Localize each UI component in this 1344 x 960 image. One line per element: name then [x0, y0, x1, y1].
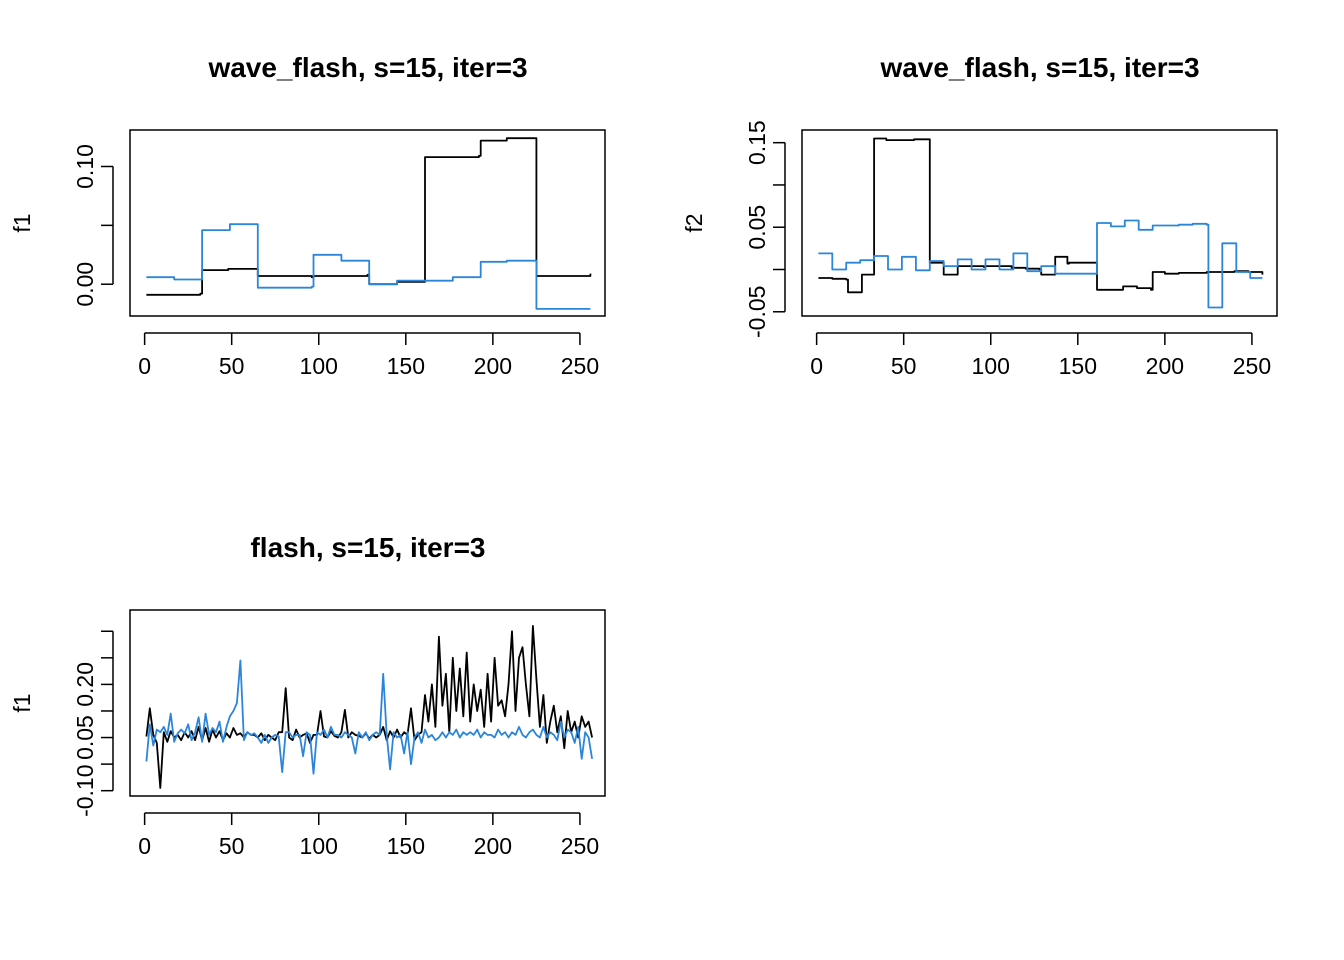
panel-3-x-tick-label: 200	[474, 833, 512, 859]
panel-1-plot-box	[129, 129, 606, 317]
panel-3: flash, s=15, iter=3 f1 0 50 100 150 200 250 -0…	[9, 532, 606, 859]
panel-3-y-tick-label: 0.20	[72, 662, 98, 707]
panel-2-x-tick-label: 150	[1059, 353, 1097, 379]
panel-1-title: wave_flash, s=15, iter=3	[207, 52, 527, 83]
panel-2-x-tick-label: 50	[891, 353, 917, 379]
panel-1-x-tick-label: 50	[219, 353, 245, 379]
panel-2-y-tick-label: 0.05	[744, 205, 770, 250]
panel-3-x-tick-label: 50	[219, 833, 245, 859]
panel-1-x-tick-label: 250	[561, 353, 599, 379]
panel-3-series-1-line	[145, 625, 593, 789]
panel-3-series-2-line	[145, 659, 593, 775]
panel-2-series-2-line	[818, 219, 1263, 309]
panel-1-y-tick-label: 0.10	[72, 144, 98, 189]
panel-1-y-tick-label: 0.00	[72, 262, 98, 307]
panel-2-y-tick-label: 0.15	[744, 120, 770, 165]
panel-2-axes: 0 50 100 150 200 250 -0.05 0.05 0.15	[744, 120, 1271, 379]
panel-2-x-tick-label: 0	[810, 353, 823, 379]
panel-3-title: flash, s=15, iter=3	[250, 532, 485, 563]
panel-2-series	[818, 137, 1264, 309]
panel-2-plot-box	[801, 129, 1278, 317]
panel-1-x-tick-label: 200	[474, 353, 512, 379]
panel-1-x-tick-label: 150	[387, 353, 425, 379]
panel-1-series-2-line	[146, 223, 591, 310]
panel-2-y-tick-label: -0.05	[744, 286, 770, 338]
panel-2-ylabel: f2	[681, 213, 707, 232]
panel-2-title: wave_flash, s=15, iter=3	[879, 52, 1199, 83]
panel-2-series-1-line	[818, 137, 1264, 294]
panel-3-x-tick-label: 150	[387, 833, 425, 859]
panel-1-ylabel: f1	[9, 213, 35, 232]
panel-1-x-tick-label: 0	[138, 353, 151, 379]
panel-1-series	[146, 137, 592, 310]
panel-3-y-tick-label: 0.05	[72, 715, 98, 760]
panel-3-series	[145, 625, 593, 789]
panel-3-x-tick-label: 0	[138, 833, 151, 859]
panel-2: wave_flash, s=15, iter=3 f2 0 50 100 150 200…	[681, 52, 1278, 379]
panel-3-ylabel: f1	[9, 693, 35, 712]
panel-1-axes: 0 50 100 150 200 250 0.00 0.10	[72, 144, 599, 379]
panel-2-x-tick-label: 200	[1146, 353, 1184, 379]
panel-2-x-tick-label: 250	[1233, 353, 1271, 379]
panel-3-x-tick-label: 250	[561, 833, 599, 859]
panel-2-x-tick-label: 100	[972, 353, 1010, 379]
panel-1: wave_flash, s=15, iter=3 f1 0 50 100 150 200…	[9, 52, 606, 379]
panel-3-plot-box	[129, 609, 606, 797]
panel-3-y-tick-label: -0.10	[72, 764, 98, 816]
panel-3-x-tick-label: 100	[300, 833, 338, 859]
panel-3-axes: 0 50 100 150 200 250 -0.10 0.05 0.20	[72, 630, 599, 859]
panel-1-x-tick-label: 100	[300, 353, 338, 379]
